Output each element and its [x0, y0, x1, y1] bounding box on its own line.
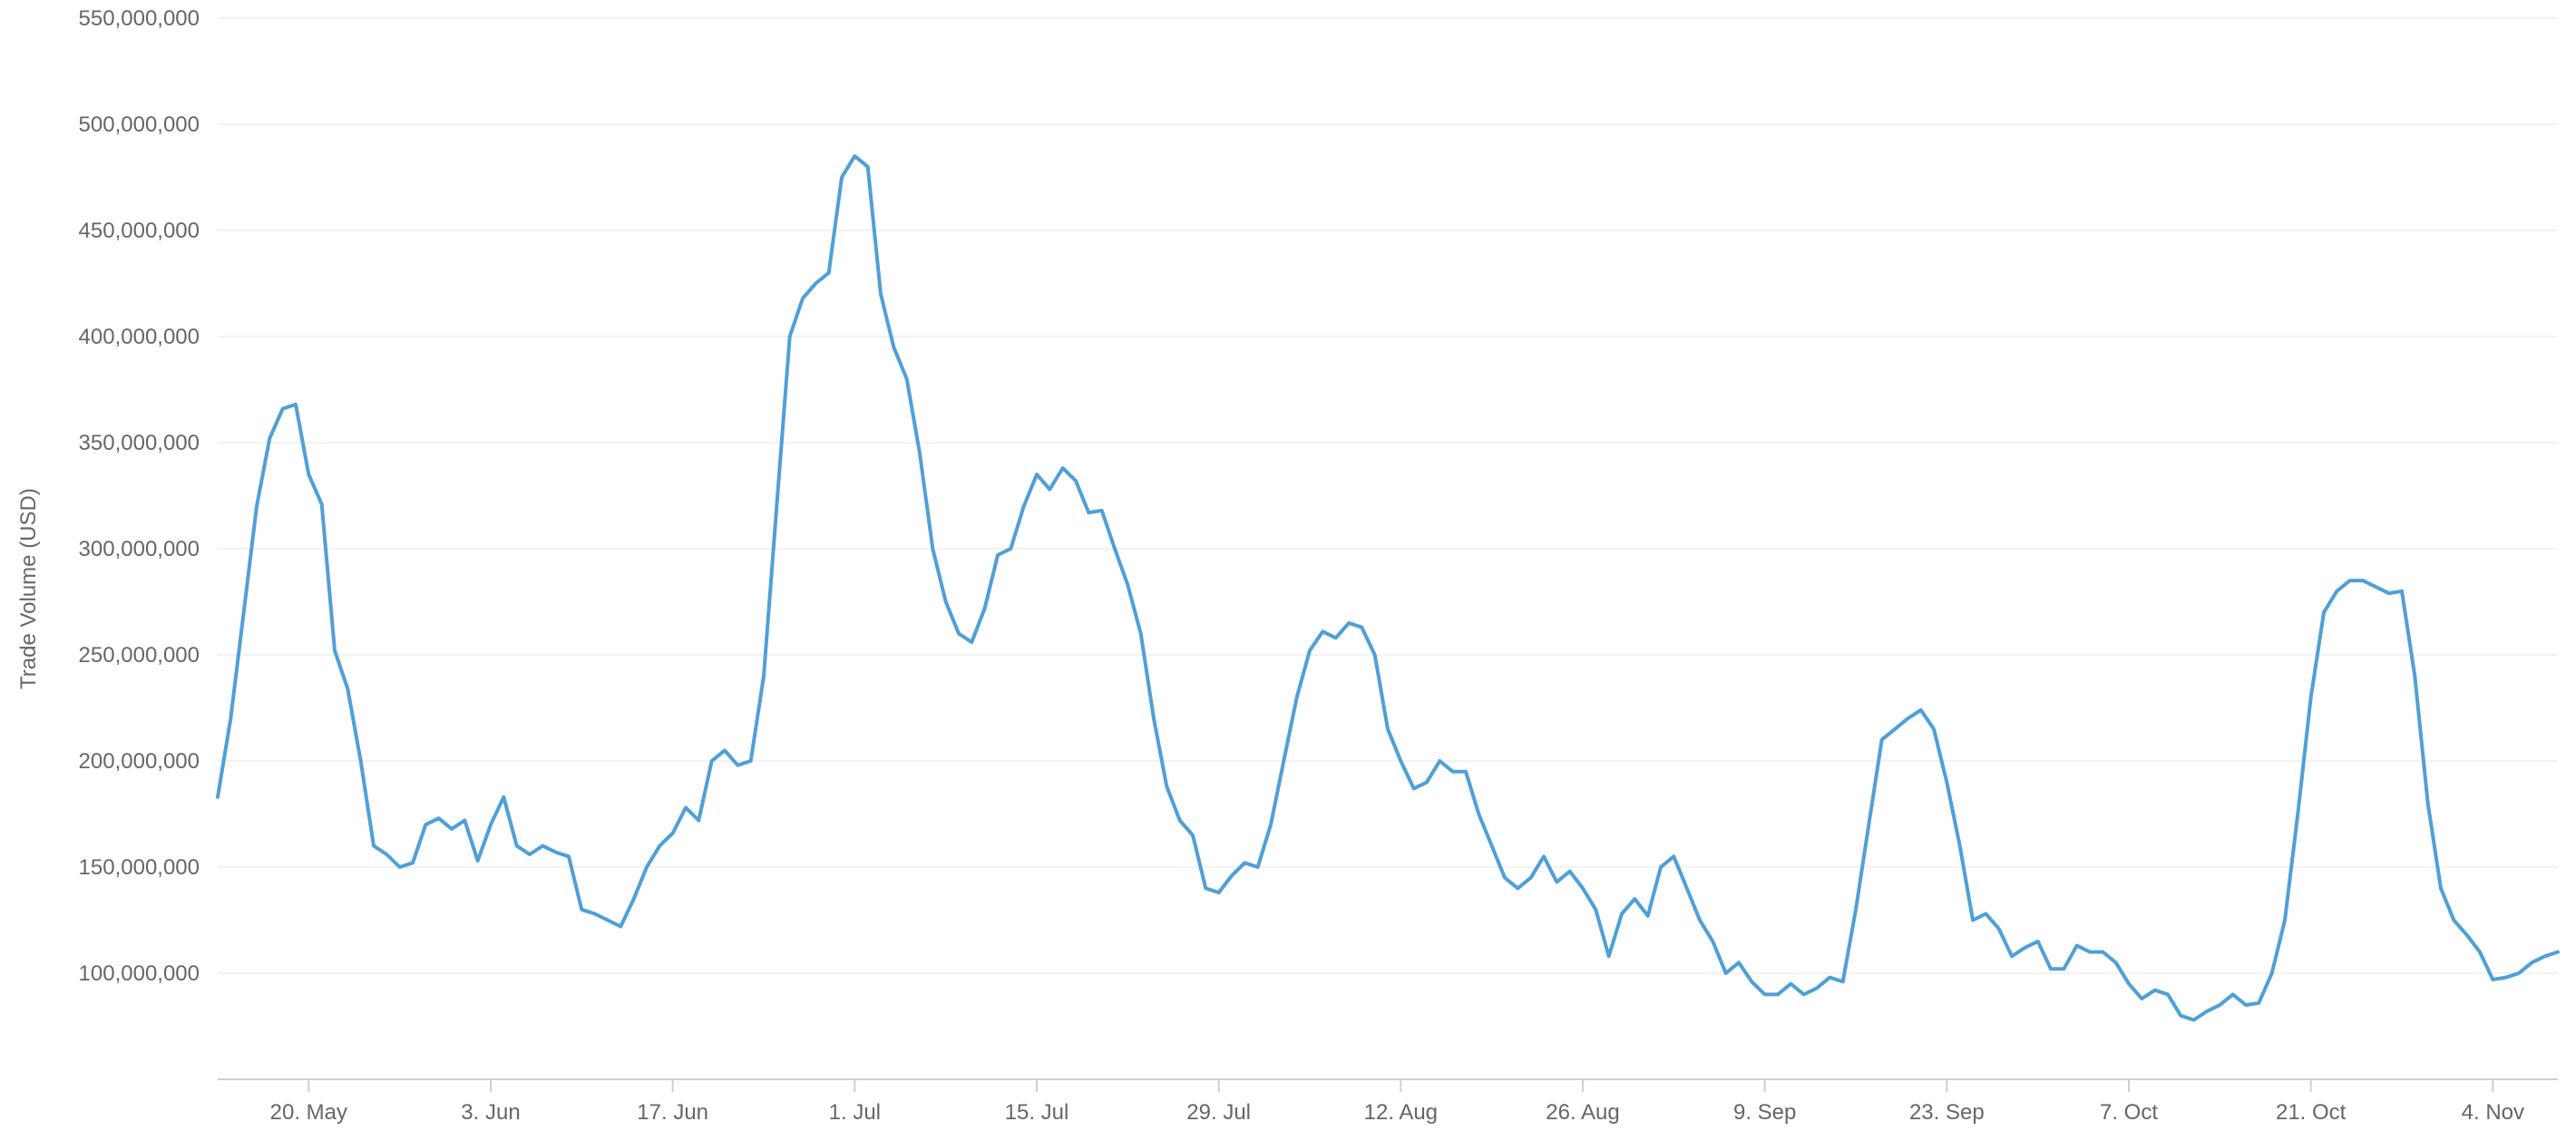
- y-tick-label: 550,000,000: [79, 6, 200, 31]
- y-tick-label: 150,000,000: [79, 855, 200, 880]
- y-tick-label: 450,000,000: [79, 219, 200, 243]
- y-tick-label: 100,000,000: [79, 961, 200, 986]
- x-tick-label: 9. Sep: [1733, 1100, 1796, 1125]
- y-tick-label: 250,000,000: [79, 643, 200, 668]
- y-tick-label: 400,000,000: [79, 325, 200, 349]
- x-tick-label: 12. Aug: [1364, 1100, 1438, 1125]
- trade-volume-series: [218, 156, 2558, 1019]
- x-tick-label: 20. May: [270, 1100, 347, 1125]
- y-tick-label: 200,000,000: [79, 749, 200, 774]
- x-tick-label: 7. Oct: [2100, 1100, 2158, 1125]
- trade-volume-chart: Trade Volume (USD) 100,000,000 150,000,00…: [0, 0, 2576, 1141]
- x-tick-label: 3. Jun: [461, 1100, 520, 1125]
- x-tick-label: 17. Jun: [637, 1100, 708, 1125]
- y-tick-label: 350,000,000: [79, 431, 200, 455]
- y-tick-label: 300,000,000: [79, 537, 200, 561]
- y-tick-label: 500,000,000: [79, 112, 200, 137]
- y-axis-label: Trade Volume (USD): [16, 488, 42, 689]
- x-tick-label: 21. Oct: [2276, 1100, 2347, 1125]
- x-tick-label: 4. Nov: [2462, 1100, 2524, 1125]
- x-tick-label: 1. Jul: [829, 1100, 881, 1125]
- x-tick-label: 23. Sep: [1909, 1100, 1985, 1125]
- x-tick-label: 26. Aug: [1546, 1100, 1619, 1125]
- chart-svg: 100,000,000 150,000,000 200,000,000 250,000…: [0, 0, 2576, 1141]
- x-tick-label: 15. Jul: [1005, 1100, 1069, 1125]
- x-tick-label: 29. Jul: [1186, 1100, 1251, 1125]
